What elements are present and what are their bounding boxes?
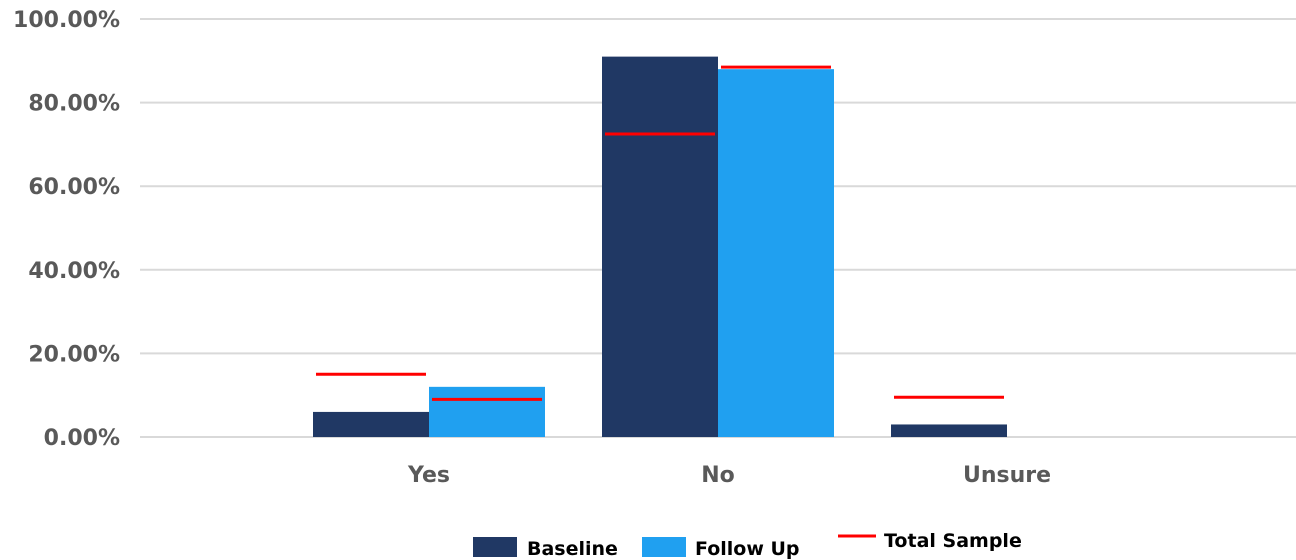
legend-label-baseline: Baseline [527, 538, 618, 560]
bars [313, 56, 1007, 438]
total-sample-markers [316, 65, 1004, 401]
legend-swatch-baseline [473, 537, 517, 557]
y-axis-tick-labels: 0.00% 20.00% 40.00% 60.00% 80.00% 100.00% [13, 8, 120, 451]
y-tick-label: 40.00% [28, 259, 120, 284]
x-category-label: Unsure [963, 463, 1051, 488]
y-tick-label: 20.00% [28, 342, 120, 367]
bar-follow-up-yes [429, 386, 545, 437]
legend-label-total-sample: Total Sample [884, 530, 1022, 552]
bar-baseline-unsure [891, 424, 1007, 437]
bar-follow-up-no [718, 69, 834, 437]
legend: Baseline Follow Up Total Sample [473, 530, 1022, 560]
x-category-label: Yes [407, 463, 450, 488]
legend-label-follow-up: Follow Up [695, 538, 800, 560]
y-tick-label: 80.00% [28, 92, 120, 117]
bar-baseline-no [602, 56, 718, 438]
y-tick-label: 0.00% [44, 426, 120, 451]
x-axis-category-labels: Yes No Unsure [407, 463, 1051, 488]
x-category-label: No [701, 463, 735, 488]
y-tick-label: 100.00% [13, 8, 120, 33]
legend-swatch-follow-up [642, 537, 686, 557]
bar-baseline-yes [313, 411, 429, 437]
y-tick-label: 60.00% [28, 175, 120, 200]
